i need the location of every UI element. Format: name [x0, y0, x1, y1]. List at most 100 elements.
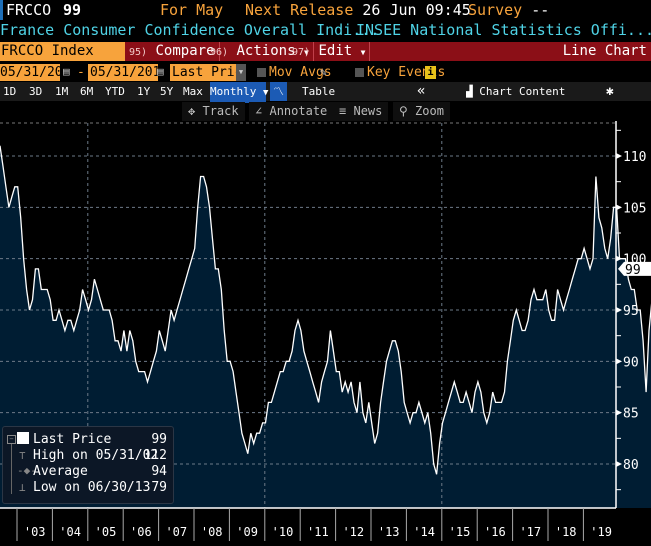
- legend-value: 79: [151, 480, 167, 495]
- legend-label: High on 05/31/02: [33, 448, 159, 463]
- chevron-down-icon: ▼: [303, 48, 309, 57]
- calendar-icon[interactable]: ▤: [63, 65, 70, 78]
- compare-button[interactable]: 95) Compare: [125, 42, 220, 61]
- chart-content-icon: ▟: [466, 85, 473, 98]
- legend-average: Average 94: [33, 463, 169, 480]
- legend-label: Low on 06/30/13: [33, 480, 151, 495]
- compare-hotkey: 95): [129, 47, 148, 58]
- legend-tree-line: [11, 444, 12, 494]
- next-release: Next Release 26 Jun 09:45: [245, 0, 471, 20]
- x-tick-label: '11: [307, 525, 329, 539]
- x-tick-label: '14: [413, 525, 435, 539]
- security-field[interactable]: FRCCO Index: [0, 42, 125, 61]
- next-release-label: Next Release: [245, 1, 354, 19]
- chart-legend[interactable]: − Last Price 99 ⊤ High on 05/31/02 112 -◆-…: [2, 426, 174, 504]
- chevron-down-icon: ▼: [262, 88, 269, 98]
- field-select[interactable]: Last Price: [170, 64, 251, 81]
- calendar-icon[interactable]: ▤: [157, 65, 164, 78]
- news-icon: ≡: [339, 104, 347, 118]
- legend-high: High on 05/31/02 112: [33, 447, 169, 464]
- table-button[interactable]: Table: [302, 85, 336, 98]
- y-tick-label: 110: [623, 150, 646, 165]
- y-tick-marker: [616, 461, 622, 467]
- x-tick-label: '18: [555, 525, 577, 539]
- x-tick-label: '13: [378, 525, 400, 539]
- ticker: FRCCO: [0, 0, 51, 20]
- actions-button[interactable]: 96) Actions ▼: [206, 42, 314, 61]
- view-title: Line Chart: [562, 43, 647, 59]
- line-chart-icon[interactable]: 〽: [270, 82, 287, 101]
- x-tick-label: '03: [24, 525, 46, 539]
- y-tick-label: 90: [623, 355, 639, 370]
- pencil-icon: ∠: [255, 104, 263, 118]
- news-tool[interactable]: ≡ News: [333, 102, 389, 121]
- period-1m[interactable]: 1M: [55, 85, 69, 98]
- search-icon: ⚲: [399, 104, 408, 118]
- start-date-input[interactable]: 05/31/2002: [0, 64, 79, 81]
- x-tick-label: '07: [165, 525, 187, 539]
- period-1d[interactable]: 1D: [3, 85, 17, 98]
- key-events-checkbox[interactable]: [355, 68, 364, 77]
- y-tick-marker: [616, 255, 622, 262]
- period-6m[interactable]: 6M: [80, 85, 94, 98]
- line-chart[interactable]: 8085909510010511099'03'04'05'06'07'08'09…: [0, 121, 651, 546]
- collapse-legend-icon[interactable]: −: [7, 435, 16, 444]
- range-bar: 05/31/2002 ▤ - 05/31/2019 ▤ Last Price ▼…: [0, 63, 651, 82]
- annotate-tool[interactable]: ∠ Annotate: [249, 102, 334, 121]
- track-label: Track: [202, 104, 239, 118]
- x-tick-label: '10: [272, 525, 294, 539]
- period-max[interactable]: Max: [183, 85, 203, 98]
- next-release-value: 26 Jun 09:45: [362, 1, 471, 19]
- annotate-label: Annotate: [269, 104, 328, 118]
- y-tick-label: 85: [623, 407, 639, 422]
- index-source[interactable]: INSEE National Statistics Offi...: [356, 21, 651, 39]
- y-tick-label: 105: [623, 201, 646, 216]
- mov-avgs-checkbox[interactable]: [257, 68, 266, 77]
- end-date-input[interactable]: 05/31/2019: [88, 64, 169, 81]
- main-toolbar: FRCCO Index 95) Compare 96) Actions ▼ 97…: [0, 42, 651, 61]
- y-tick-label: 95: [623, 304, 639, 319]
- period-bar: 1D 3D 1M 6M YTD 1Y 5Y Max Monthly ▼ 〽 Ta…: [0, 82, 651, 103]
- legend-label: Average: [33, 464, 88, 479]
- y-tick-marker: [616, 307, 622, 313]
- legend-low: Low on 06/30/13 79: [33, 479, 169, 496]
- track-tool[interactable]: ✥ Track: [182, 102, 245, 121]
- y-tick-marker: [616, 153, 622, 159]
- gear-icon[interactable]: ✱: [606, 84, 614, 99]
- crosshair-icon: ✥: [188, 104, 196, 118]
- period-3d[interactable]: 3D: [29, 85, 43, 98]
- chart-content-button[interactable]: ▟ Chart Content: [466, 82, 565, 101]
- survey: Survey --: [468, 0, 549, 20]
- survey-value: --: [531, 1, 550, 19]
- legend-value: 99: [151, 432, 167, 447]
- x-tick-label: '06: [130, 525, 152, 539]
- y-tick-label: 80: [623, 458, 639, 473]
- y-tick-marker: [616, 409, 622, 416]
- collapse-icon[interactable]: «: [417, 83, 426, 99]
- period-5y[interactable]: 5Y: [160, 85, 174, 98]
- x-tick-label: '17: [519, 525, 541, 539]
- x-tick-label: '05: [95, 525, 117, 539]
- frequency-select[interactable]: Monthly ▼: [210, 82, 269, 103]
- info-icon[interactable]: i: [425, 66, 436, 79]
- series-color-swatch: [17, 432, 29, 444]
- x-tick-label: '08: [201, 525, 223, 539]
- zoom-tool[interactable]: ⚲ Zoom: [393, 102, 450, 121]
- chart-content-label: Chart Content: [479, 85, 566, 98]
- legend-label: Last Price: [33, 432, 112, 447]
- period-ytd[interactable]: YTD: [105, 85, 125, 98]
- actions-hotkey: 96): [210, 47, 229, 58]
- x-tick-label: '09: [236, 525, 258, 539]
- period-1y[interactable]: 1Y: [137, 85, 151, 98]
- mov-avgs-label[interactable]: Mov Avgs: [269, 65, 332, 80]
- index-description[interactable]: France Consumer Confidence Overall Indi.…: [0, 21, 380, 39]
- pencil-icon[interactable]: ✎: [320, 66, 327, 79]
- x-tick-label: '16: [484, 525, 506, 539]
- chevron-down-icon[interactable]: ▼: [236, 64, 246, 81]
- period-label: For May: [160, 1, 224, 19]
- news-label: News: [353, 104, 383, 118]
- y-tick-marker: [616, 204, 622, 211]
- edit-button[interactable]: 97) Edit ▼: [288, 42, 371, 61]
- legend-last-price: Last Price 99: [33, 431, 169, 448]
- x-tick-label: '19: [590, 525, 612, 539]
